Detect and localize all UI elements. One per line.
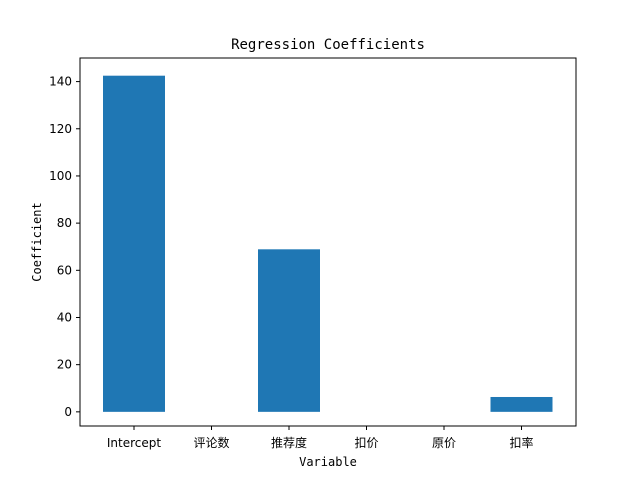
y-tick-label: 120 — [49, 122, 72, 136]
y-axis-label: Coefficient — [30, 202, 44, 281]
y-tick-label: 100 — [49, 169, 72, 183]
x-tick-label: 推荐度 — [271, 435, 307, 450]
y-tick-label: 60 — [57, 263, 72, 277]
y-tick-label: 80 — [57, 216, 72, 230]
x-axis: Intercept 评论数 推荐度 扣价 原价 扣率 — [107, 426, 534, 450]
y-tick-label: 0 — [64, 405, 72, 419]
y-axis: 0 20 40 60 80 100 120 140 — [49, 75, 80, 419]
x-tick-label: 扣价 — [354, 436, 378, 450]
bar — [258, 249, 320, 412]
x-tick-label: 原价 — [432, 436, 456, 450]
bar — [103, 75, 165, 412]
x-tick-label: Intercept — [107, 436, 162, 450]
y-tick-label: 40 — [57, 310, 72, 324]
x-tick-label: 评论数 — [193, 435, 229, 450]
bar — [490, 396, 553, 412]
bars-group — [103, 75, 553, 412]
chart-title: Regression Coefficients — [231, 37, 425, 53]
plot-frame — [79, 57, 577, 427]
x-tick-label: 扣率 — [509, 435, 533, 450]
x-axis-label: Variable — [299, 455, 357, 469]
y-tick-label: 140 — [49, 75, 72, 89]
y-tick-label: 20 — [57, 358, 72, 372]
